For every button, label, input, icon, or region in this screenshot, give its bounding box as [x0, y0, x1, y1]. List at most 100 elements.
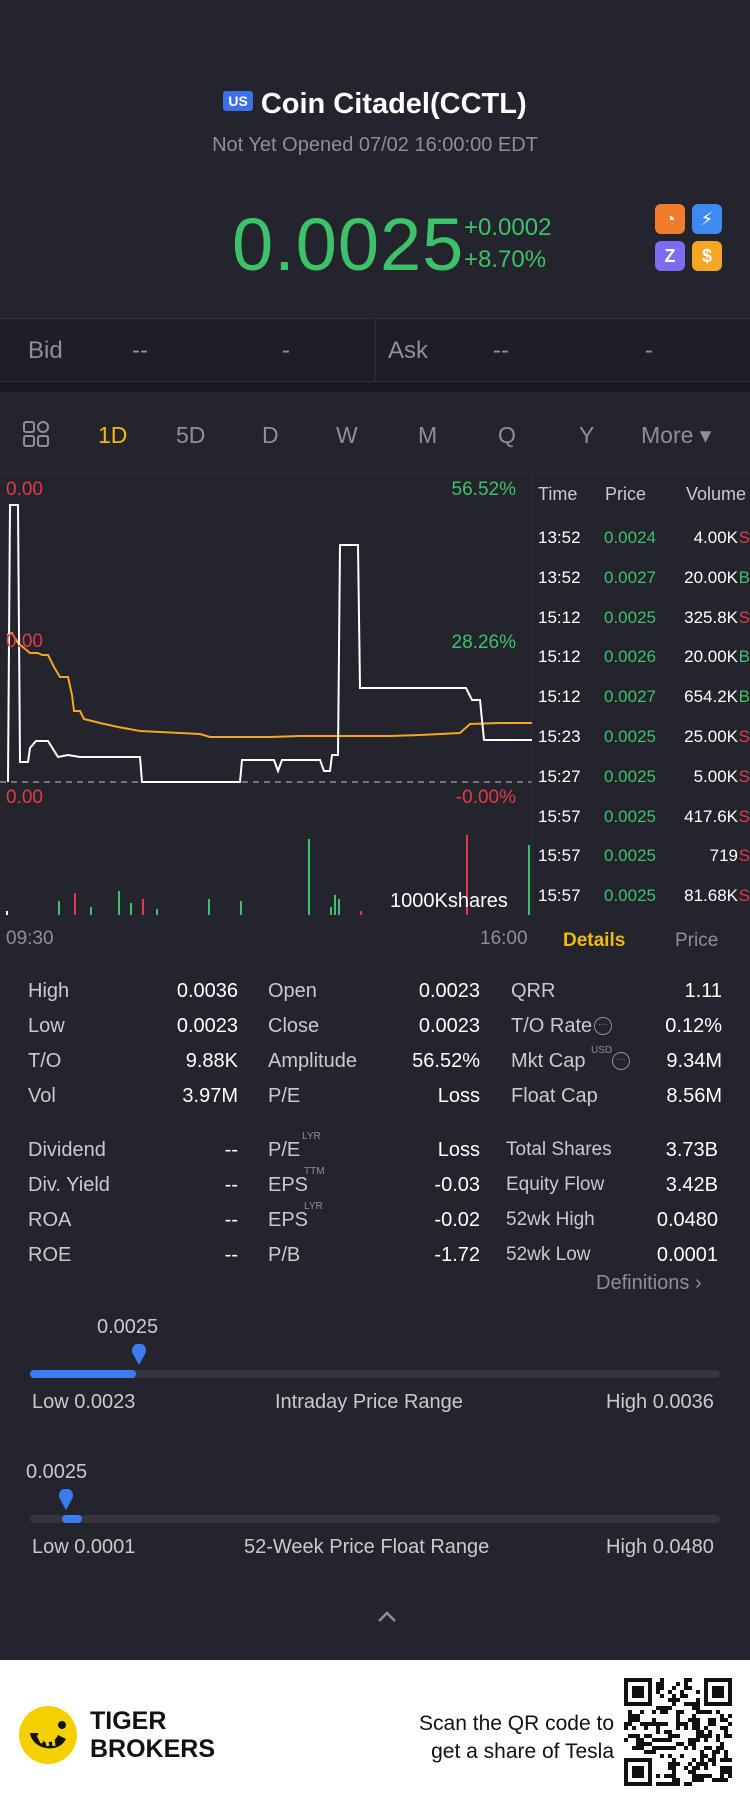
week52-range-label: 52-Week Price Float Range [244, 1536, 490, 1558]
time-start: 09:30 [6, 928, 54, 949]
trade-row: 13:52 0.0024 4.00K S [538, 520, 750, 560]
brand-line2: BROKERS [90, 1735, 216, 1763]
dollar-badge-icon[interactable]: $ [692, 241, 722, 271]
lightning-badge-icon[interactable]: ⚡ [692, 204, 722, 234]
info-icon[interactable]: ··· [594, 1017, 612, 1035]
trades-rows: 13:52 0.0024 4.00K S 13:52 0.0027 20.00K B 15:12… [538, 520, 750, 918]
week52-marker-value: 0.0025 [26, 1461, 88, 1483]
y-right-mid: 28.26% [451, 632, 516, 653]
stat-value: -0.03 [434, 1174, 480, 1196]
stat-value: -- [224, 1139, 238, 1161]
time-and-sales[interactable]: Time Price Volume 13:52 0.0024 4.00K S 13:52… [538, 484, 750, 918]
trade-volume: 5.00K [693, 766, 738, 786]
stat-value: 0.0023 [418, 980, 480, 1002]
mktcap-currency: USD [591, 1045, 613, 1056]
stat-label: Float Cap [511, 1085, 598, 1107]
chevron-up-icon[interactable] [376, 1610, 398, 1629]
tab-5d[interactable]: 5D [176, 422, 206, 448]
stat-superscript: LYR [304, 1201, 323, 1212]
stat-value: 9.88K [185, 1050, 238, 1072]
last-price-line [7, 504, 532, 783]
trade-side: S [738, 528, 750, 547]
grid-layout-icon[interactable] [22, 420, 50, 453]
stat-label: Open [268, 980, 317, 1002]
stat-value: 3.42B [665, 1174, 718, 1196]
trade-row: 15:12 0.0027 654.2K B [538, 679, 750, 719]
stat-label: P/E [268, 1139, 301, 1161]
tab-y[interactable]: Y [579, 422, 595, 448]
stat-label: Vol [28, 1085, 56, 1107]
trade-price: 0.0025 [604, 726, 656, 746]
stat-label: Amplitude [268, 1050, 357, 1072]
stat-value: 8.56M [666, 1085, 722, 1107]
trade-row: 15:12 0.0025 325.8K S [538, 600, 750, 640]
trade-side: S [738, 726, 750, 746]
bid-ask-divider [375, 319, 376, 383]
trade-time: 13:52 [538, 567, 581, 587]
trades-header-price: Price [605, 484, 647, 504]
trade-price: 0.0024 [604, 528, 656, 547]
stat-label: 52wk High [506, 1209, 595, 1230]
trade-side: S [738, 846, 750, 866]
stat-value: 9.34M [666, 1050, 722, 1072]
tab-d[interactable]: D [262, 422, 279, 448]
chart-svg [0, 475, 533, 915]
chart-badge-icon[interactable]: ◔ [655, 204, 685, 234]
volume-bars [6, 835, 530, 915]
market-status: Not Yet Opened 07/02 16:00:00 EDT [212, 134, 538, 156]
week52-range-track [30, 1515, 720, 1523]
trade-side: S [738, 607, 750, 627]
bid-price: -- [132, 337, 148, 364]
trade-row: 15:57 0.0025 719 S [538, 838, 750, 878]
brand-line1: TIGER [90, 1707, 167, 1735]
intraday-chart[interactable]: 0.00 0.00 0.00 56.52% 28.26% -0.00% 1000… [0, 475, 536, 955]
price-change: +0.0002 [464, 214, 552, 241]
tab-m[interactable]: M [418, 422, 438, 448]
tab-more[interactable]: More ▾ [641, 422, 712, 448]
trade-time: 15:57 [538, 886, 581, 906]
trade-price: 0.0025 [604, 886, 656, 906]
qr-code-icon[interactable] [624, 1678, 732, 1791]
trades-header: Time Price Volume [538, 484, 750, 520]
trade-row: 13:52 0.0027 20.00K B [538, 560, 750, 600]
time-end: 16:00 [480, 928, 528, 949]
trade-time: 15:27 [538, 766, 581, 786]
avg-price-line [6, 631, 532, 738]
stat-label: Dividend [28, 1139, 106, 1161]
intraday-range-label: Intraday Price Range [275, 1391, 463, 1413]
stat-superscript: LYR [302, 1131, 321, 1142]
brand-name: TIGER BROKERS [90, 1707, 215, 1763]
definitions-link[interactable]: Definitions › [596, 1272, 702, 1295]
trade-time: 15:57 [538, 846, 581, 866]
tab-1d[interactable]: 1D [98, 422, 128, 448]
definitions-label: Definitions [596, 1272, 690, 1294]
period-tabs: 1D 5D D W M Q Y More ▾ [0, 392, 750, 474]
intraday-high: High 0.0036 [606, 1391, 714, 1413]
y-left-top: 0.00 [6, 479, 43, 500]
stat-label: Mkt Cap [511, 1050, 586, 1072]
trade-side: B [738, 647, 750, 667]
info-icon[interactable]: ··· [612, 1052, 630, 1070]
stock-name: Coin Citadel(CCTL) [260, 88, 527, 120]
trade-time: 15:23 [538, 726, 581, 746]
stat-value: 0.0480 [656, 1209, 718, 1231]
tab-q[interactable]: Q [498, 422, 516, 448]
trade-side: S [738, 766, 750, 786]
stat-value: 56.52% [412, 1050, 480, 1072]
intraday-low: Low 0.0023 [32, 1391, 136, 1413]
trade-volume: 719 [709, 846, 738, 866]
tab-price[interactable]: Price [675, 930, 719, 951]
trade-time: 15:12 [538, 647, 581, 667]
stat-label: EPS [268, 1174, 309, 1196]
stat-label: 52wk Low [506, 1244, 591, 1265]
bid-label: Bid [28, 337, 63, 364]
tab-details[interactable]: Details [563, 930, 626, 951]
stat-label: T/O [28, 1050, 62, 1072]
stat-value: -- [224, 1209, 238, 1231]
trade-volume: 417.6K [684, 806, 738, 826]
trade-volume: 25.00K [684, 726, 738, 746]
z-badge-icon[interactable]: Z [655, 241, 685, 271]
week52-range-fill [62, 1515, 82, 1523]
tab-w[interactable]: W [336, 422, 358, 448]
trade-price: 0.0026 [604, 647, 656, 667]
